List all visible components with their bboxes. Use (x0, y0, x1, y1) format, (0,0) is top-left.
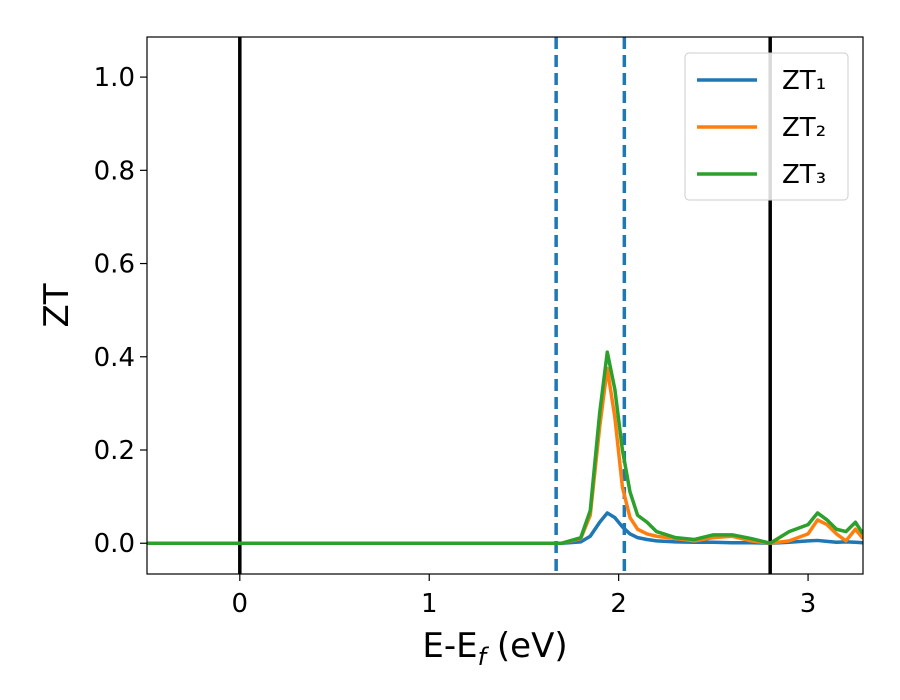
y-axis-label: ZT (37, 283, 77, 327)
x-tick-label: 0 (232, 589, 249, 619)
y-tick-label: 0.6 (94, 250, 135, 280)
series-line (147, 350, 863, 545)
y-tick-label: 0.8 (94, 156, 135, 186)
x-label-main: E-E (422, 626, 477, 666)
plot-frame (146, 36, 864, 575)
x-tick-label: 3 (800, 589, 817, 619)
x-tick-label: 1 (421, 589, 438, 619)
y-tick-label: 0.0 (94, 529, 135, 559)
x-axis-label: E-Ef (eV) (422, 626, 567, 671)
y-tick-label: 1.0 (94, 63, 135, 93)
y-tick-label: 0.2 (94, 436, 135, 466)
x-tick-label: 2 (610, 589, 627, 619)
legend-label: ZT₁ (782, 66, 826, 96)
x-label-rest: (eV) (486, 626, 568, 666)
y-tick-label: 0.4 (94, 343, 135, 373)
legend-label: ZT₃ (782, 160, 826, 190)
legend-label: ZT₂ (782, 113, 826, 143)
legend-box (684, 52, 849, 201)
